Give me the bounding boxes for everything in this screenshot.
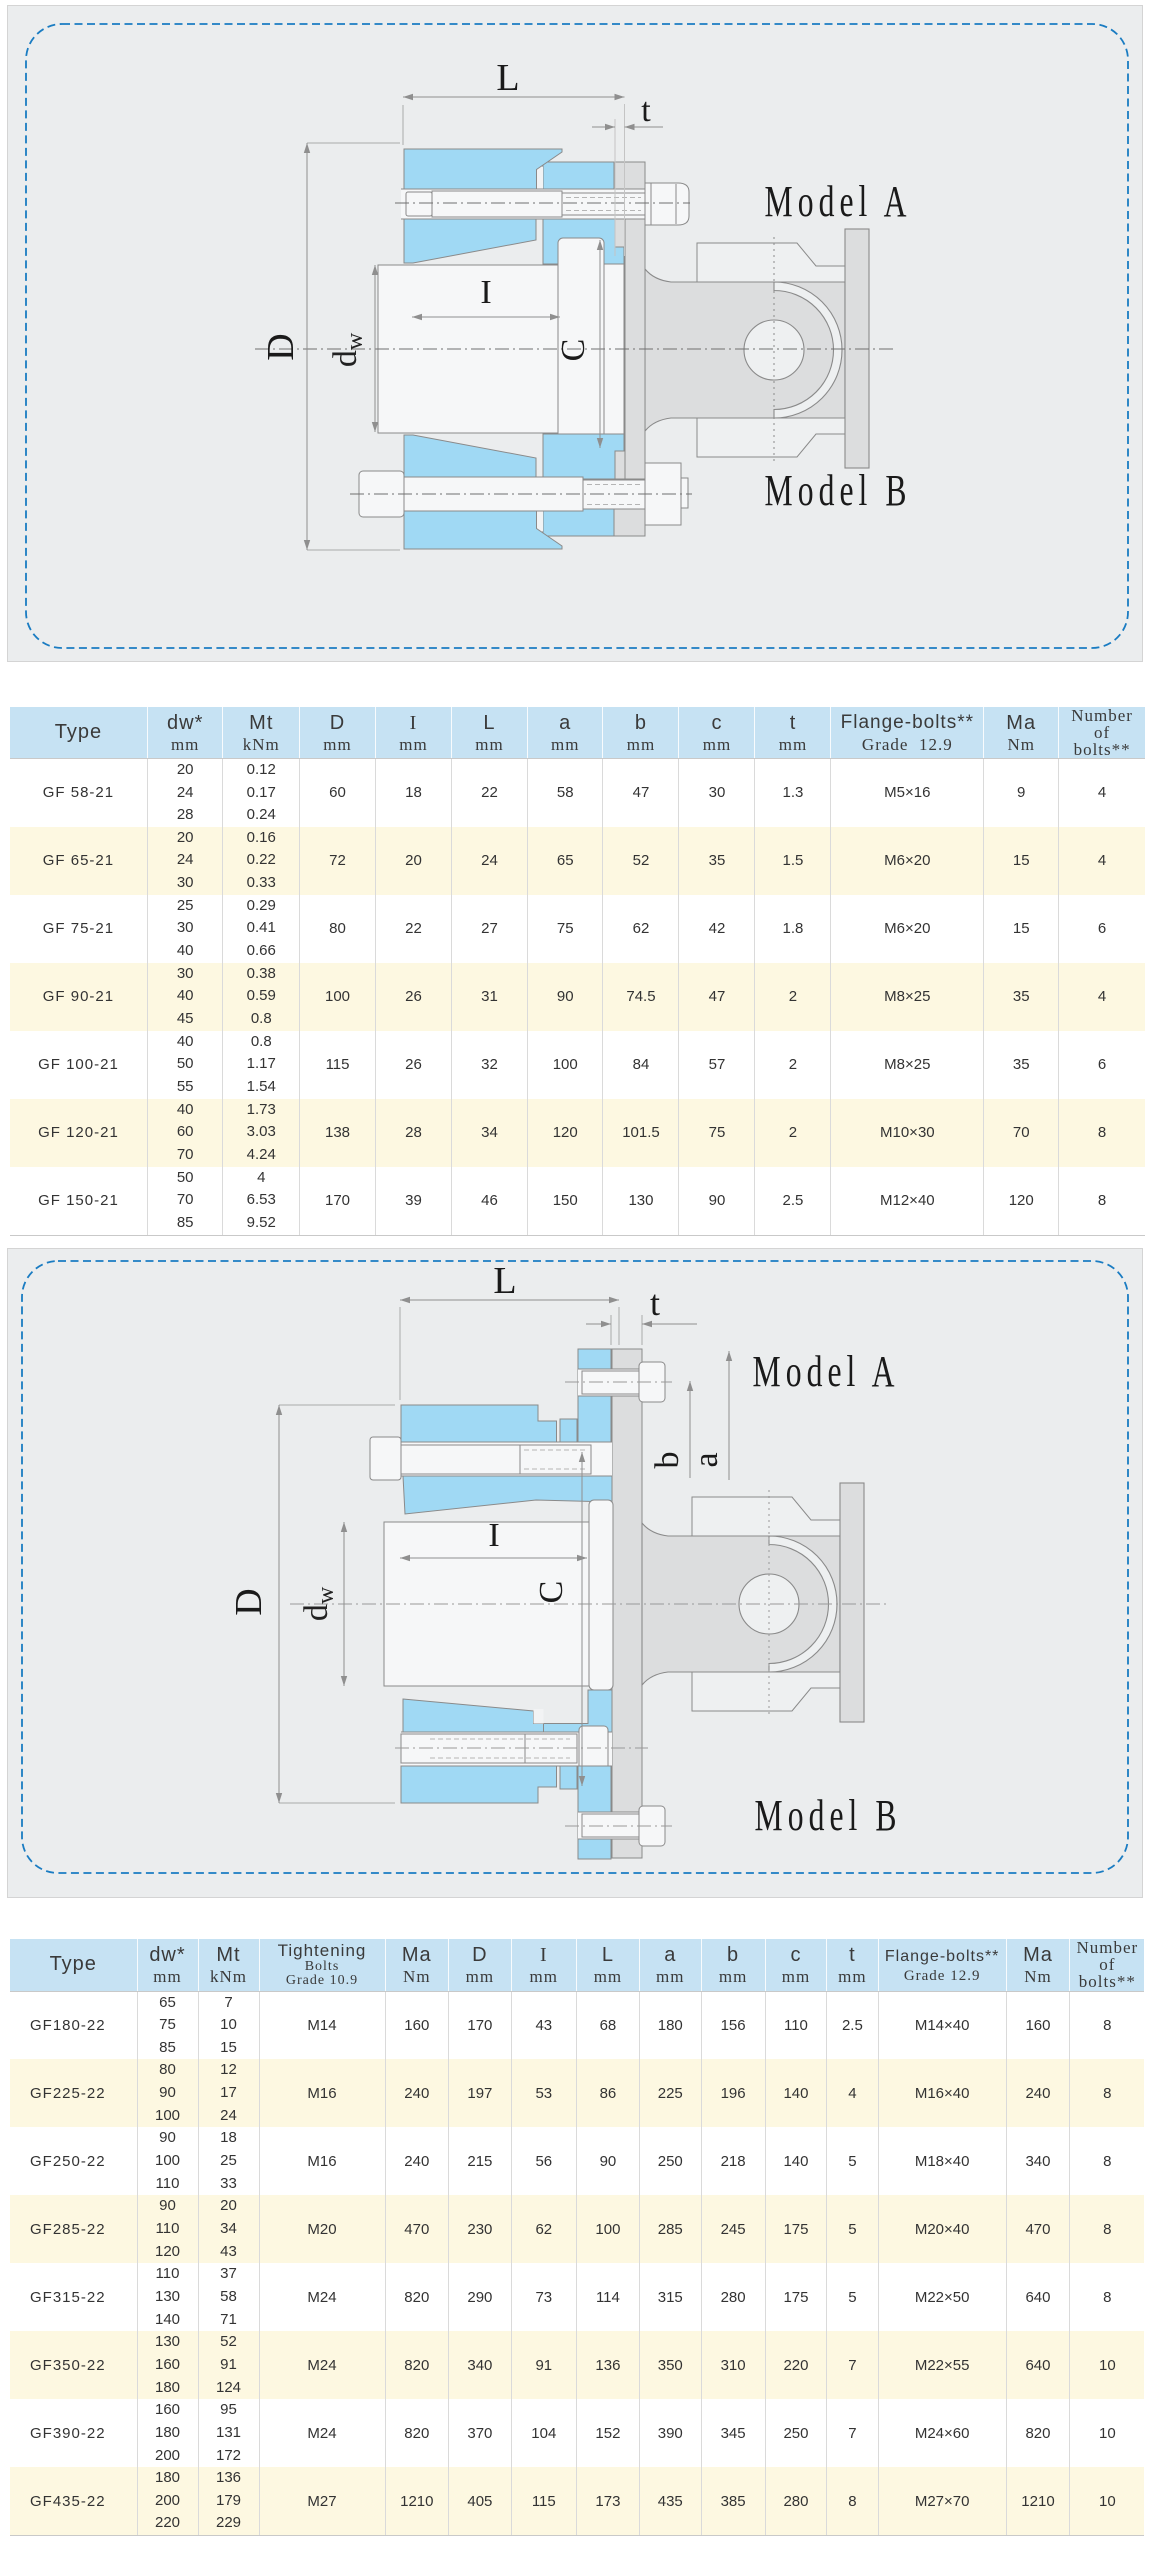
svg-text:b: b [649,1452,686,1469]
svg-text:a: a [688,1452,725,1467]
svg-text:Model A: Model A [764,178,911,226]
svg-text:dw: dw [298,1586,339,1621]
svg-text:dw: dw [327,332,368,367]
svg-text:C: C [555,339,592,362]
svg-text:I: I [488,1517,499,1554]
svg-text:C: C [533,1581,570,1604]
svg-text:t: t [650,1283,660,1323]
svg-text:Model B: Model B [754,1792,901,1840]
svg-text:t: t [641,92,651,129]
svg-text:Model A: Model A [752,1348,899,1396]
svg-text:L: L [496,57,519,99]
svg-text:L: L [493,1260,516,1302]
svg-text:D: D [228,1588,270,1615]
svg-text:D: D [260,333,302,360]
svg-text:Model B: Model B [764,467,911,515]
svg-text:I: I [480,274,491,311]
